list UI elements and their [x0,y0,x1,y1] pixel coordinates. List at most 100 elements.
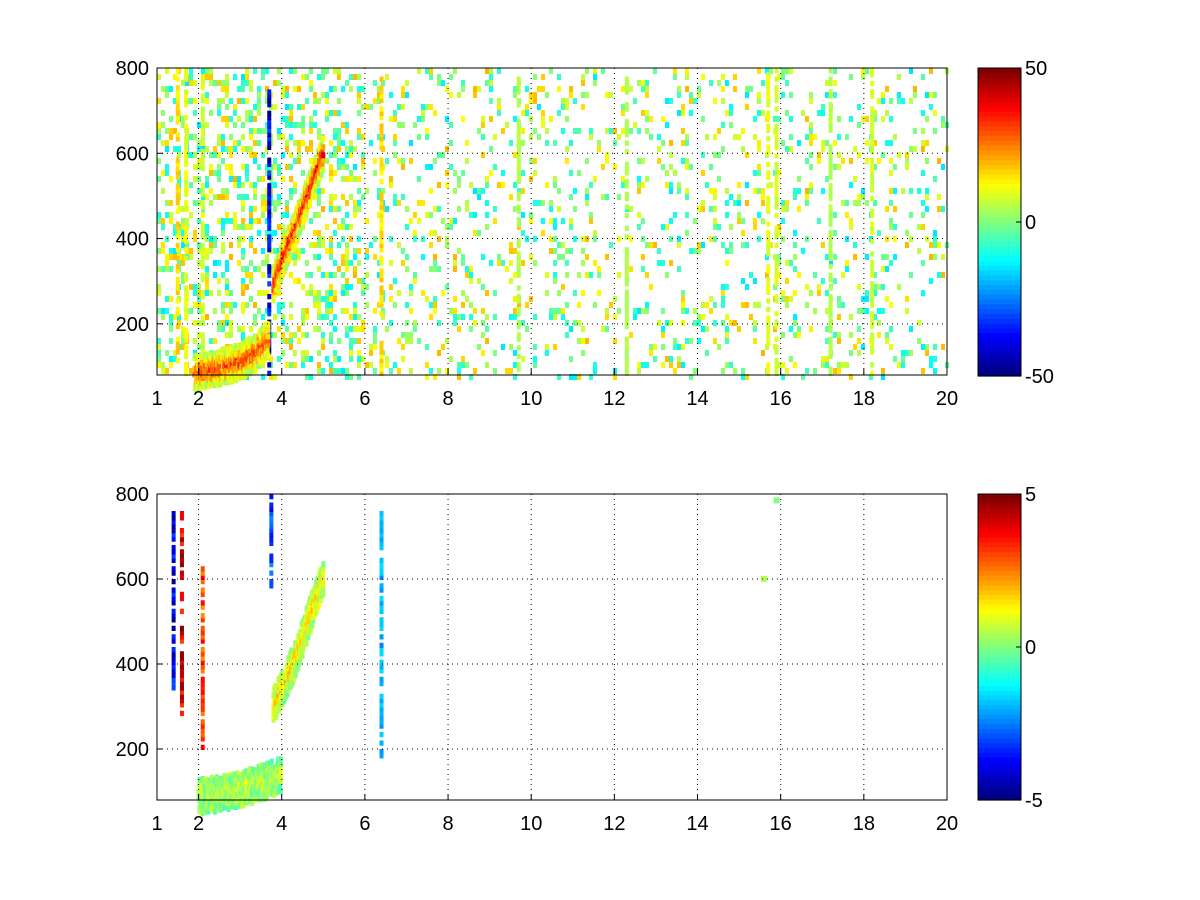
heatmap-cell [337,158,341,164]
heatmap-cell [269,230,273,236]
heatmap-cell [157,218,161,224]
heatmap-cell [213,80,217,86]
heatmap-cell [225,284,229,290]
heatmap-cell [529,158,533,164]
band-cell [766,276,771,283]
heatmap-cell [293,332,297,338]
heatmap-cell [329,296,333,302]
heatmap-cell [781,296,785,302]
heatmap-cell [685,68,689,74]
heatmap-cell [221,80,225,86]
heatmap-cell [445,170,449,176]
heatmap-cell [309,242,313,248]
heatmap-cell [353,254,357,260]
heatmap-cell [329,140,333,146]
heatmap-cell [209,110,213,116]
heatmap-cell [629,206,633,212]
heatmap-cell [253,266,257,272]
heatmap-cell [265,170,269,176]
heatmap-cell [737,326,741,332]
heatmap-cell [805,188,809,194]
heatmap-cell [241,332,245,338]
heatmap-cell [377,260,381,266]
heatmap-cell [641,110,645,116]
heatmap-cell [833,164,837,170]
heatmap-cell [453,308,457,314]
ridge-cell [216,366,221,373]
ridge-cell [301,646,306,653]
heatmap-cell [169,176,173,182]
heatmap-cell [593,74,597,80]
heatmap-cell [713,188,717,194]
heatmap-cell [321,314,325,320]
heatmap-cell [389,368,393,374]
heatmap-cell [645,272,649,278]
band-cell [516,362,521,368]
heatmap-cell [401,164,405,170]
heatmap-cell [329,332,333,338]
heatmap-cell [201,122,205,128]
heatmap-cell [261,260,265,266]
heatmap-cell [757,140,761,146]
heatmap-cell [329,302,333,308]
heatmap-cell [613,374,617,380]
heatmap-cell [545,128,549,134]
heatmap-cell [401,194,405,200]
heatmap-cell [893,356,897,362]
band-cell [200,80,205,87]
heatmap-cell [925,344,929,350]
band-cell [179,693,184,699]
heatmap-cell [333,128,337,134]
band-cell [828,89,833,95]
band-cell [766,234,771,240]
heatmap-cell [217,152,221,158]
heatmap-cell [817,284,821,290]
heatmap-cell [641,86,645,92]
heatmap-cell [405,80,409,86]
heatmap-cell [357,134,361,140]
heatmap-cell [489,170,493,176]
heatmap-cell [209,164,213,170]
heatmap-cell [261,200,265,206]
heatmap-cell [857,326,861,332]
heatmap-cell [245,170,249,176]
band-cell [870,298,875,304]
heatmap-cell [181,224,185,230]
heatmap-cell [597,266,601,272]
band-cell [766,370,771,376]
band-cell [379,85,384,91]
heatmap-cell [229,116,233,122]
heatmap-cell [165,68,169,74]
ridge-cell [274,764,279,771]
heatmap-cell [217,164,221,170]
heatmap-cell [581,80,585,86]
heatmap-cell [857,122,861,128]
heatmap-cell [345,368,349,374]
heatmap-cell [345,242,349,248]
heatmap-cell [265,254,269,260]
heatmap-cell [685,308,689,314]
heatmap-cell [733,134,737,140]
heatmap-cell [861,68,865,74]
heatmap-cell [721,242,725,248]
heatmap-cell [205,290,209,296]
heatmap-cell [281,134,285,140]
heatmap-cell [353,74,357,80]
heatmap-cell [365,302,369,308]
band-cell [774,85,779,91]
heatmap-cell [253,314,257,320]
heatmap-cell [621,110,625,116]
heatmap-cell [353,212,357,218]
band-cell [175,285,180,291]
heatmap-cell [533,128,537,134]
band-cell [269,502,274,508]
ridge-cell [266,326,271,333]
ridge-cell [321,144,326,151]
heatmap-cell [437,182,441,188]
heatmap-cell [329,152,333,158]
heatmap-cell [905,350,909,356]
heatmap-cell [249,86,253,92]
band-cell [379,110,384,116]
band-cell [870,89,875,95]
heatmap-cell [349,236,353,242]
